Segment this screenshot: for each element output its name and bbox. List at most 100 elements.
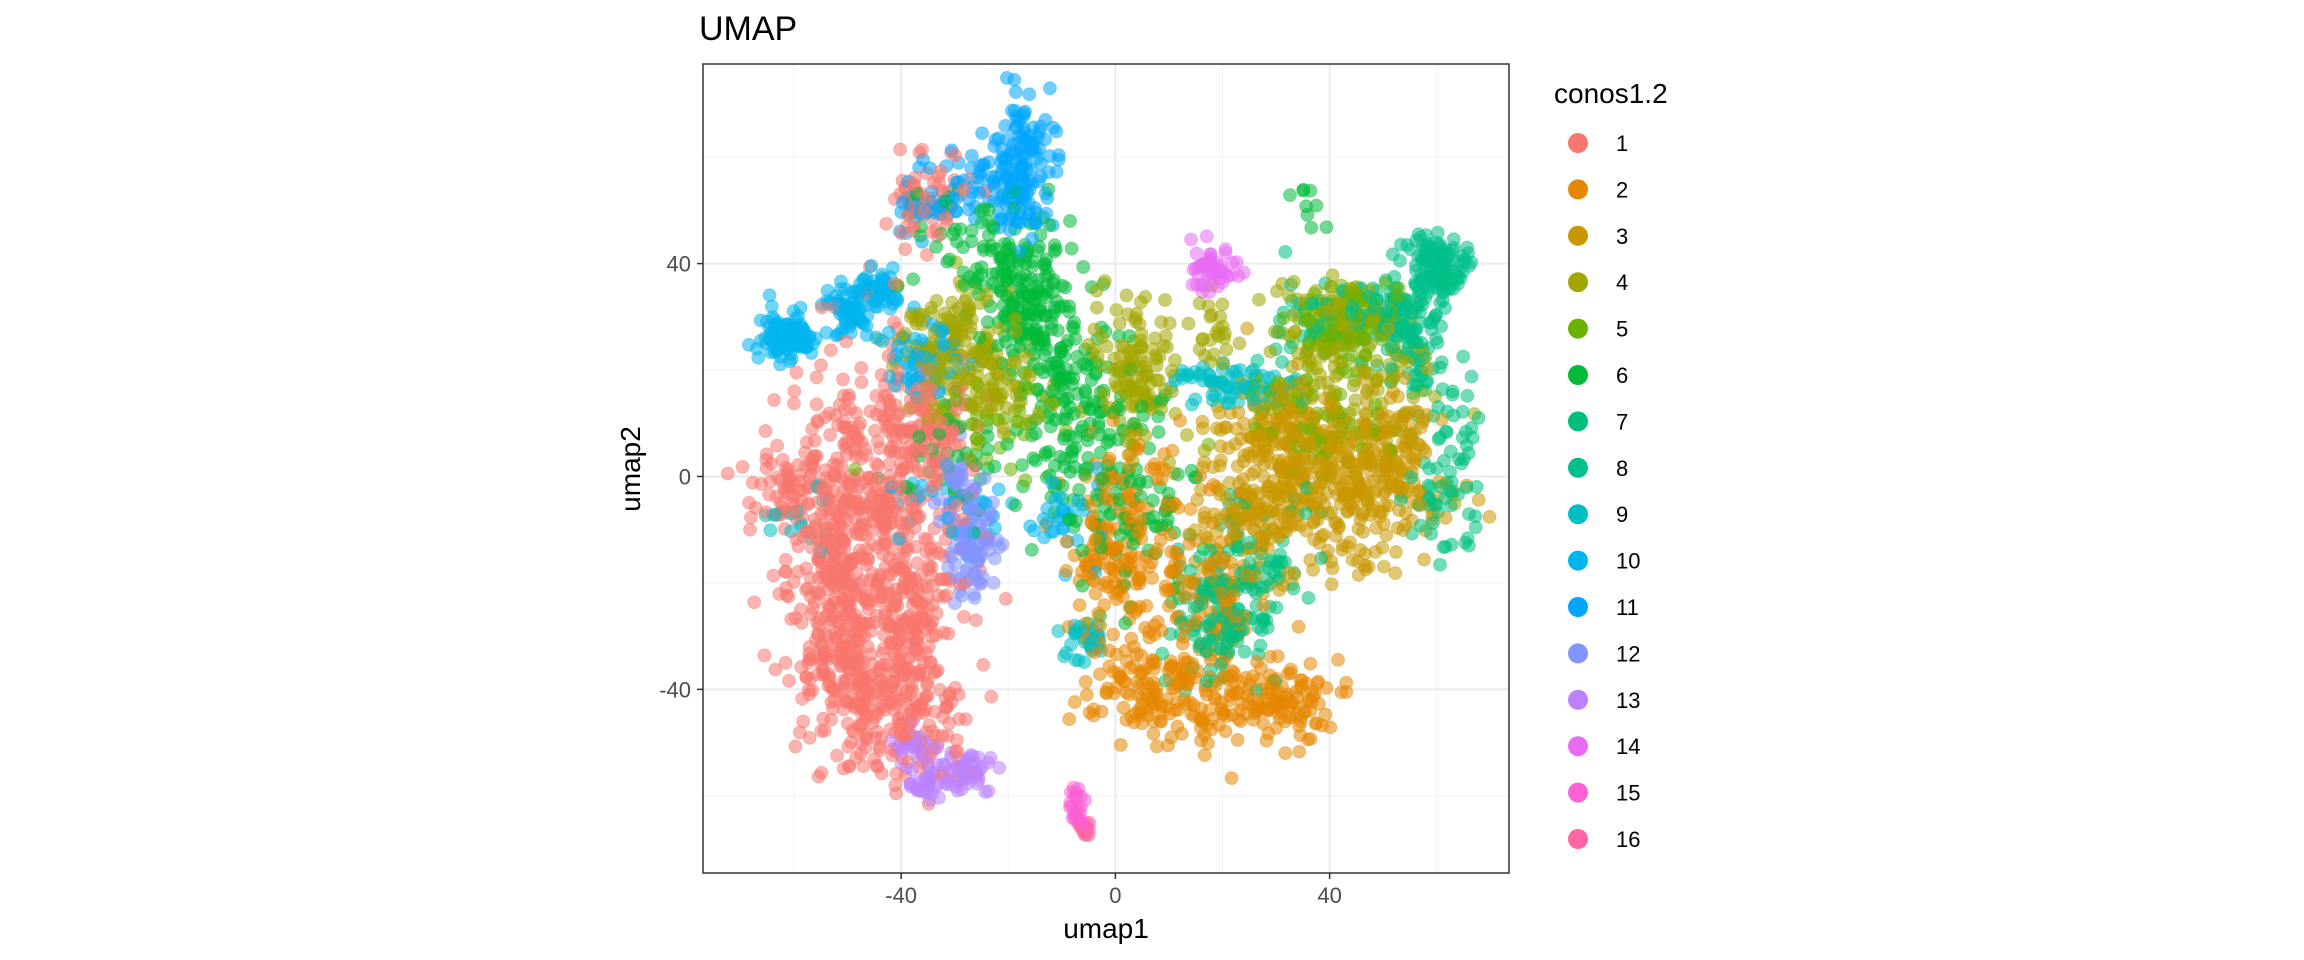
data-point-cluster-2 xyxy=(1102,451,1117,466)
data-point-cluster-2 xyxy=(1270,649,1285,664)
data-point-cluster-1 xyxy=(814,358,828,373)
data-point-cluster-3 xyxy=(1273,380,1287,395)
data-point-cluster-4 xyxy=(986,382,1001,397)
data-point-cluster-2 xyxy=(1292,744,1307,759)
data-point-cluster-12 xyxy=(953,541,968,556)
data-point-cluster-10 xyxy=(873,279,888,293)
data-point-cluster-7 xyxy=(1251,620,1266,635)
data-point-cluster-5 xyxy=(1325,316,1339,331)
data-point-cluster-13 xyxy=(978,785,993,800)
data-point-cluster-3 xyxy=(1367,485,1382,500)
data-point-cluster-2 xyxy=(1072,598,1087,613)
data-point-cluster-10 xyxy=(875,267,890,282)
data-point-cluster-2 xyxy=(1178,620,1193,635)
data-point-cluster-6 xyxy=(1025,259,1040,274)
data-point-cluster-9 xyxy=(763,523,778,538)
data-point-cluster-1 xyxy=(780,467,795,482)
data-point-cluster-10 xyxy=(991,482,1006,497)
data-point-cluster-1 xyxy=(787,396,801,411)
data-point-cluster-7 xyxy=(1193,636,1208,651)
data-point-cluster-3 xyxy=(1319,486,1334,501)
data-point-cluster-1 xyxy=(825,568,840,583)
data-point-cluster-8 xyxy=(1392,253,1407,268)
data-point-cluster-1 xyxy=(891,623,906,637)
data-point-cluster-6 xyxy=(1063,464,1078,479)
data-point-cluster-5 xyxy=(1018,473,1033,488)
data-point-cluster-1 xyxy=(917,204,932,219)
data-point-cluster-6 xyxy=(949,234,964,249)
data-point-cluster-3 xyxy=(1240,321,1255,336)
data-point-cluster-11 xyxy=(961,202,976,217)
data-point-cluster-4 xyxy=(1197,348,1212,363)
data-point-cluster-5 xyxy=(969,431,984,446)
data-point-cluster-9 xyxy=(1221,379,1235,394)
data-point-cluster-3 xyxy=(1379,424,1394,439)
data-point-cluster-1 xyxy=(789,365,804,380)
data-point-cluster-10 xyxy=(782,354,797,369)
data-point-cluster-3 xyxy=(1316,527,1331,542)
data-point-cluster-2 xyxy=(1177,590,1192,604)
data-point-cluster-4 xyxy=(1192,296,1207,311)
data-point-cluster-6 xyxy=(1005,265,1019,280)
data-point-cluster-2 xyxy=(1182,669,1197,684)
data-point-cluster-2 xyxy=(1183,502,1198,517)
data-point-cluster-7 xyxy=(1286,581,1301,596)
data-point-cluster-1 xyxy=(814,765,829,780)
data-point-cluster-6 xyxy=(1079,361,1094,376)
data-point-cluster-1 xyxy=(833,470,848,485)
data-point-cluster-3 xyxy=(1417,552,1432,567)
data-point-cluster-7 xyxy=(1465,430,1480,445)
data-point-cluster-1 xyxy=(839,334,854,349)
data-point-cluster-3 xyxy=(1330,515,1344,530)
data-point-cluster-3 xyxy=(1388,545,1403,559)
data-point-cluster-6 xyxy=(1058,280,1073,295)
data-point-cluster-2 xyxy=(1251,672,1266,687)
data-point-cluster-1 xyxy=(877,628,892,642)
data-point-cluster-4 xyxy=(1327,350,1342,364)
data-point-cluster-1 xyxy=(921,639,936,654)
data-point-cluster-4 xyxy=(1281,288,1296,303)
data-point-cluster-8 xyxy=(1278,244,1293,259)
data-point-cluster-4 xyxy=(1219,342,1234,357)
data-point-cluster-4 xyxy=(1276,392,1291,407)
data-point-cluster-3 xyxy=(1398,518,1413,532)
data-point-cluster-8 xyxy=(1275,355,1289,370)
data-point-cluster-2 xyxy=(1131,525,1146,540)
data-point-cluster-7 xyxy=(1437,453,1452,468)
data-point-cluster-4 xyxy=(1196,331,1210,346)
data-point-cluster-2 xyxy=(1059,563,1074,578)
data-point-cluster-1 xyxy=(823,427,838,442)
data-point-cluster-1 xyxy=(894,717,909,732)
data-point-cluster-12 xyxy=(953,482,968,496)
data-point-cluster-7 xyxy=(1456,349,1471,364)
data-point-cluster-13 xyxy=(992,760,1007,775)
data-point-cluster-2 xyxy=(1091,606,1106,621)
data-point-cluster-1 xyxy=(787,384,802,399)
data-point-cluster-3 xyxy=(1280,518,1295,533)
data-point-cluster-2 xyxy=(1224,684,1238,699)
data-point-cluster-6 xyxy=(1026,451,1041,466)
data-point-cluster-4 xyxy=(929,293,944,308)
data-point-cluster-1 xyxy=(766,568,781,583)
data-point-cluster-14 xyxy=(1218,242,1233,257)
data-point-cluster-1 xyxy=(778,564,793,579)
data-point-cluster-11 xyxy=(999,70,1014,85)
data-point-cluster-3 xyxy=(1183,574,1198,589)
data-point-cluster-1 xyxy=(827,550,842,565)
data-point-cluster-3 xyxy=(1311,455,1326,470)
data-point-cluster-1 xyxy=(851,419,866,434)
data-point-cluster-3 xyxy=(1374,458,1388,473)
data-point-cluster-1 xyxy=(924,224,939,239)
data-point-cluster-1 xyxy=(898,242,913,257)
data-point-cluster-2 xyxy=(1164,730,1179,745)
data-point-cluster-1 xyxy=(886,423,900,438)
data-point-cluster-3 xyxy=(1471,492,1486,507)
data-point-cluster-1 xyxy=(931,588,946,603)
data-point-cluster-6 xyxy=(1064,241,1079,256)
data-point-cluster-2 xyxy=(1119,552,1134,567)
data-point-cluster-3 xyxy=(1388,566,1403,581)
data-point-cluster-6 xyxy=(1057,432,1071,446)
data-point-cluster-3 xyxy=(1389,412,1404,427)
data-point-cluster-7 xyxy=(1230,602,1245,617)
